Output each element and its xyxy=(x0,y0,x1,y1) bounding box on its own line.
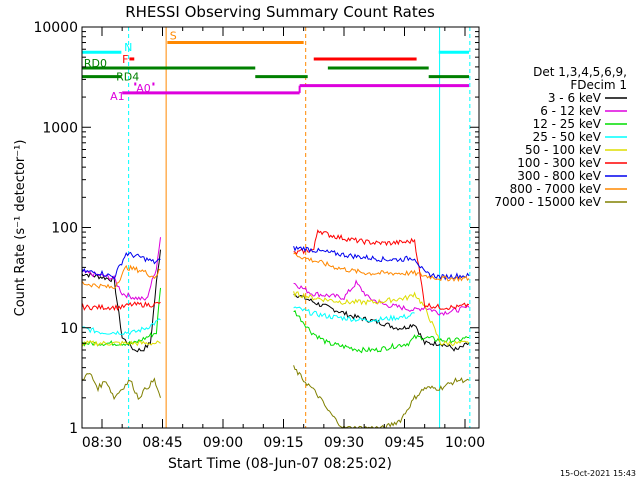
legend-header: FDecim 1 xyxy=(570,78,627,92)
legend-header: Det 1,3,4,5,6,9, xyxy=(533,65,627,79)
flag-label: F xyxy=(122,53,128,66)
legend-entry-label: 12 - 25 keV xyxy=(533,117,602,131)
flag-label: A0 xyxy=(136,82,151,95)
series-line-segment xyxy=(293,365,470,429)
series-line-segment xyxy=(81,251,161,281)
series-line-segment xyxy=(293,291,470,347)
series-line-segment xyxy=(293,293,470,352)
series-line-segment xyxy=(81,237,161,301)
series-line-segment xyxy=(293,252,470,282)
x-tick-label: 09:45 xyxy=(384,435,424,451)
y-tick-label: 10000 xyxy=(33,20,78,36)
x-tick-label: 09:30 xyxy=(324,435,364,451)
legend-entry-label: 50 - 100 keV xyxy=(525,143,602,157)
y-axis-label: Count Rate (s⁻¹ detector⁻¹) xyxy=(13,140,28,317)
series-line-segment xyxy=(81,318,161,336)
y-tick-label: 1000 xyxy=(42,120,78,136)
series-line-segment xyxy=(293,245,470,281)
x-tick-label: 08:30 xyxy=(82,435,122,451)
series-line-segment xyxy=(81,372,161,401)
x-tick-label: 09:00 xyxy=(203,435,243,451)
x-tick-label: 08:45 xyxy=(142,435,182,451)
legend-entry-label: 100 - 300 keV xyxy=(517,156,601,170)
flag-label: RD4 xyxy=(116,71,139,84)
y-tick-label: 100 xyxy=(51,221,78,237)
y-tick-label: 1 xyxy=(69,421,78,437)
footer-date: 15-Oct-2021 15:43 xyxy=(560,469,636,478)
x-tick-label: 09:15 xyxy=(263,435,303,451)
flag-label: N xyxy=(124,41,132,54)
flag-label: S xyxy=(170,30,177,43)
series-line-segment xyxy=(81,301,161,312)
axes: 1 10 100 1000 10000 08:30 08:45 09:00 09:15 09:30… xyxy=(33,20,485,451)
legend-entry-label: 800 - 7000 keV xyxy=(510,182,602,196)
legend-entry-label: 7000 - 15000 keV xyxy=(494,195,601,209)
flag-label: RD0 xyxy=(84,57,107,70)
flag-label: A1 xyxy=(110,90,125,103)
series-lines xyxy=(81,229,470,429)
x-axis-label: Start Time (08-Jun-07 08:25:02) xyxy=(168,456,392,472)
legend-entry-label: 6 - 12 keV xyxy=(540,104,602,118)
series-line-segment xyxy=(81,264,161,290)
y-tick-label: 10 xyxy=(60,321,78,337)
legend-entry-label: 25 - 50 keV xyxy=(533,130,602,144)
legend-entry-label: 300 - 800 keV xyxy=(517,169,601,183)
series-line-segment xyxy=(293,229,470,311)
series-line-segment xyxy=(293,306,415,323)
chart-title: RHESSI Observing Summary Count Rates xyxy=(125,3,435,21)
x-tick-label: 10:00 xyxy=(445,435,485,451)
series-line-segment xyxy=(81,340,161,347)
legend-entry-label: 3 - 6 keV xyxy=(548,91,602,105)
